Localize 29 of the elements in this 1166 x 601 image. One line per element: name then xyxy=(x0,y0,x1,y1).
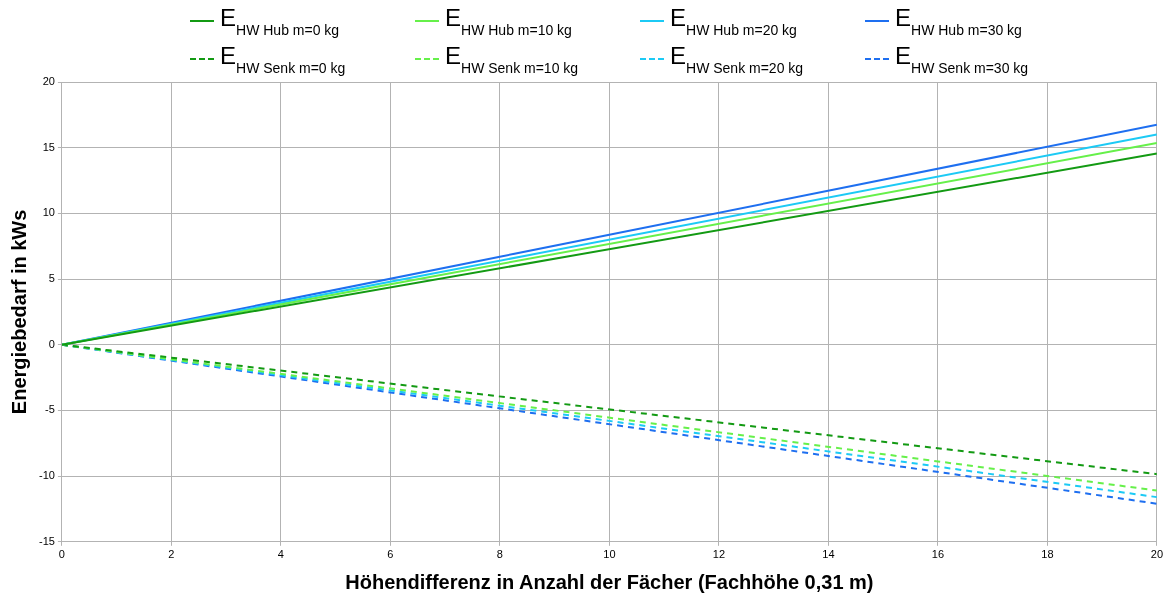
y-tick-label: 20 xyxy=(42,75,55,88)
y-tick-label: -5 xyxy=(45,403,55,416)
legend-label: E$_{HW Senk m=10 kg}$ xyxy=(445,42,579,76)
y-tick-label: -15 xyxy=(38,534,55,547)
legend-label: E$_{HW Hub m=30 kg}$ xyxy=(895,4,1022,38)
y-tick-label: 10 xyxy=(42,206,55,219)
x-tick-label: 10 xyxy=(603,548,616,561)
y-tick-label: -10 xyxy=(38,469,55,482)
legend-label: E$_{HW Senk m=30 kg}$ xyxy=(895,42,1029,76)
x-tick-label: 12 xyxy=(712,548,726,561)
legend-label: E$_{HW Hub m=0 kg}$ xyxy=(220,4,340,38)
legend-label: E$_{HW Senk m=0 kg}$ xyxy=(220,42,346,76)
x-tick-label: 16 xyxy=(931,548,945,561)
x-tick-label: 4 xyxy=(277,548,284,561)
x-tick-label: 20 xyxy=(1150,548,1164,561)
y-tick-label: 0 xyxy=(48,337,55,350)
x-tick-label: 6 xyxy=(387,548,394,561)
legend-label: E$_{HW Hub m=20 kg}$ xyxy=(670,4,797,38)
x-tick-label: 2 xyxy=(168,548,175,561)
legend-label: E$_{HW Hub m=10 kg}$ xyxy=(445,4,572,38)
y-tick-label: 5 xyxy=(48,272,55,285)
x-tick-label: 0 xyxy=(58,548,65,561)
y-axis-title: Energiebedarf in kWs xyxy=(7,209,30,415)
legend-label: E$_{HW Senk m=20 kg}$ xyxy=(670,42,804,76)
x-tick-label: 14 xyxy=(822,548,835,561)
y-tick-label: 15 xyxy=(42,140,55,153)
x-tick-label: 8 xyxy=(496,548,503,561)
x-tick-label: 18 xyxy=(1041,548,1054,561)
x-axis-title: Höhendifferenz in Anzahl der Fächer (Fachhöhe 0,31 m) xyxy=(345,570,874,593)
